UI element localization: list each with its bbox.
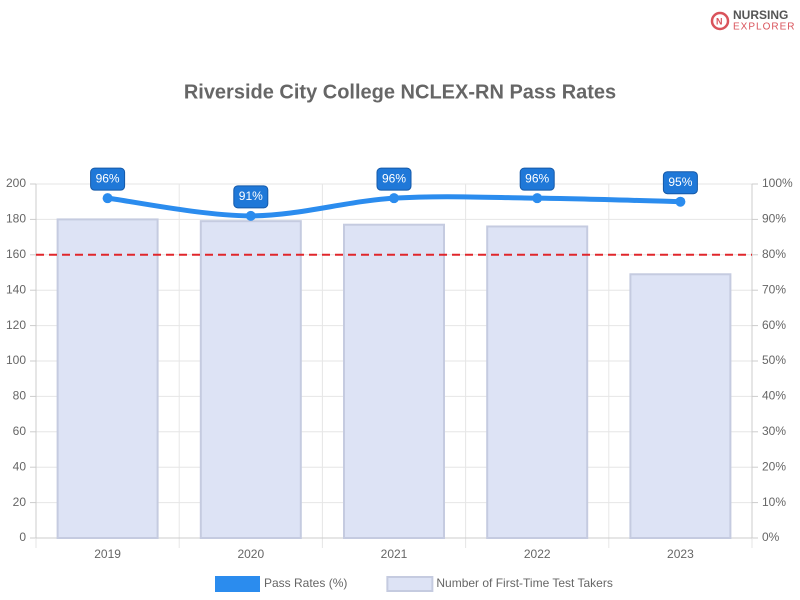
logo-line1: NURSING [733, 8, 788, 22]
legend-swatch [215, 576, 260, 592]
y-tick-label: 0 [19, 530, 26, 544]
y2-tick-label: 30% [762, 424, 786, 438]
y2-tick-label: 0% [762, 530, 780, 544]
y-tick-label: 80 [13, 389, 27, 403]
line-marker [245, 210, 256, 221]
bar [629, 273, 732, 539]
y-tick-label: 180 [6, 212, 26, 226]
x-tick-label: 2021 [381, 547, 408, 561]
bar [199, 220, 302, 539]
y2-tick-label: 20% [762, 459, 786, 473]
y-tick-label: 140 [6, 282, 26, 296]
y-tick-label: 160 [6, 247, 26, 261]
data-label: 96% [382, 171, 406, 185]
y2-tick-label: 10% [762, 495, 786, 509]
legend-label: Pass Rates (%) [264, 576, 347, 590]
y-tick-label: 200 [6, 176, 26, 190]
legend-label: Number of First-Time Test Takers [436, 576, 612, 590]
y2-tick-label: 90% [762, 212, 786, 226]
line-marker [102, 193, 113, 204]
data-label-box [519, 167, 555, 191]
data-label: 95% [668, 175, 692, 189]
y-tick-label: 60 [13, 424, 27, 438]
y2-tick-label: 70% [762, 282, 786, 296]
data-label-box [376, 167, 412, 191]
x-tick-label: 2022 [524, 547, 551, 561]
x-tick-label: 2019 [94, 547, 121, 561]
line-marker [675, 196, 686, 207]
data-label-box [90, 167, 126, 191]
data-label-box [233, 185, 269, 209]
legend-swatch [386, 576, 434, 592]
x-tick-label: 2023 [667, 547, 694, 561]
bar [56, 218, 159, 539]
y2-tick-label: 80% [762, 247, 786, 261]
logo-icon [710, 11, 730, 31]
y2-tick-label: 50% [762, 353, 786, 367]
bar [486, 225, 589, 539]
y-tick-label: 20 [13, 495, 27, 509]
data-label: 91% [239, 189, 263, 203]
data-label: 96% [96, 171, 120, 185]
y2-tick-label: 40% [762, 389, 786, 403]
legend-item: Number of First-Time Test Takers [386, 576, 613, 592]
x-tick-label: 2020 [237, 547, 264, 561]
logo: N NURSING EXPLORER [710, 8, 795, 33]
line-marker [389, 193, 399, 204]
y-tick-label: 100 [6, 353, 26, 367]
y-tick-label: 120 [6, 318, 26, 332]
line-marker [532, 193, 543, 204]
y-tick-label: 40 [13, 459, 27, 473]
bar [343, 223, 445, 540]
logo-line2: EXPLORER [733, 22, 795, 33]
y2-tick-label: 60% [762, 318, 786, 332]
data-label-box [662, 171, 698, 195]
y2-tick-label: 100% [762, 176, 793, 190]
data-label: 96% [525, 171, 549, 185]
logo-icon-letter: N [716, 16, 723, 26]
chart-title: Riverside City College NCLEX-RN Pass Rat… [184, 81, 616, 103]
legend-item: Pass Rates (%) [215, 576, 347, 592]
